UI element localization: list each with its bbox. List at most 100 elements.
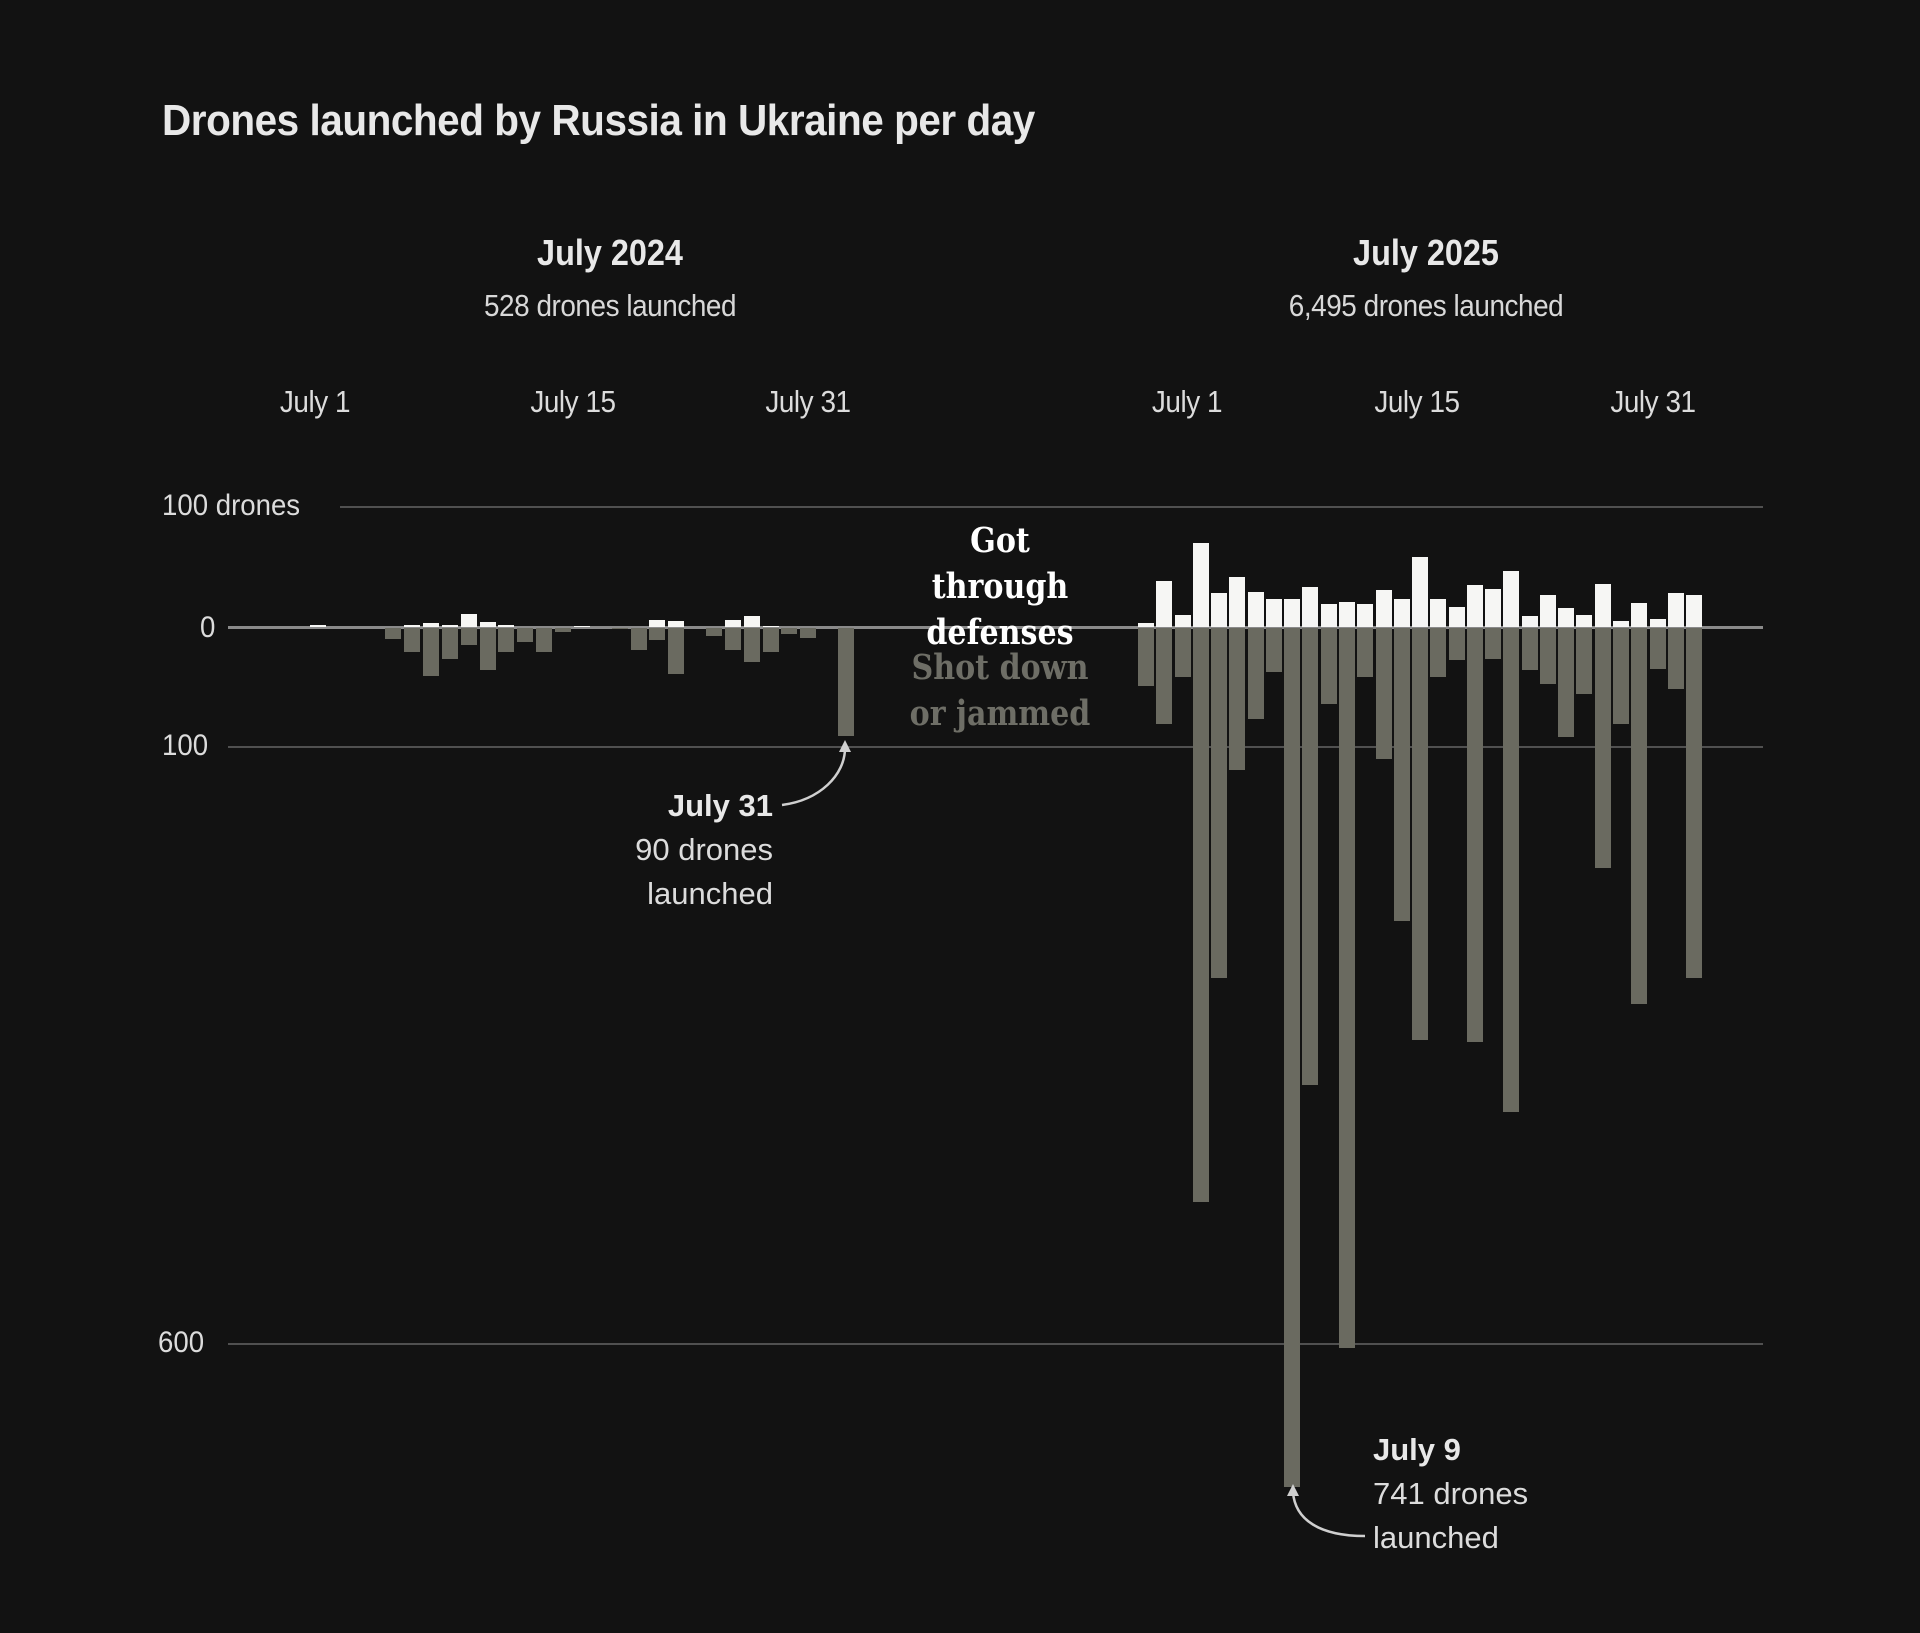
bar-got-through	[743, 616, 760, 627]
bar-shot-down	[1229, 628, 1246, 770]
bar-got-through	[1211, 593, 1228, 627]
bar-got-through	[649, 619, 666, 627]
bar-shot-down	[630, 628, 647, 650]
y-label-600: 600	[158, 1326, 205, 1359]
y-label-zero: 0	[200, 611, 216, 644]
bar-shot-down	[479, 628, 496, 670]
bar-shot-down	[1448, 628, 1465, 661]
gridline-100-down	[228, 746, 1763, 748]
bar-shot-down	[1357, 628, 1374, 678]
bar-got-through	[1503, 570, 1520, 627]
legend-shot-down: Shot down or jammed	[909, 647, 1091, 734]
bar-shot-down	[1430, 628, 1447, 678]
bar-shot-down	[460, 628, 477, 645]
bar-got-through	[441, 624, 458, 627]
bar-shot-down	[611, 628, 628, 630]
bar-shot-down	[404, 628, 421, 652]
bar-got-through	[1594, 583, 1611, 627]
bar-got-through	[1430, 599, 1447, 627]
bar-got-through	[573, 625, 590, 627]
bar-got-through	[1156, 581, 1173, 627]
y-label-100: 100	[162, 729, 209, 762]
bar-shot-down	[1485, 628, 1502, 660]
arrow-head-2024-icon	[839, 740, 851, 752]
bar-got-through	[1558, 607, 1575, 627]
bar-shot-down	[1393, 628, 1410, 921]
bar-shot-down	[1503, 628, 1520, 1112]
x-tick-2024-july-15: July 15	[530, 384, 616, 419]
bar-got-through	[1521, 616, 1538, 627]
bar-shot-down	[1576, 628, 1593, 694]
bar-got-through	[1686, 594, 1703, 627]
bar-got-through	[724, 619, 741, 627]
bar-got-through	[1448, 606, 1465, 627]
period-header-2024: July 2024 528 drones launched	[310, 232, 910, 324]
bar-shot-down	[724, 628, 741, 650]
bar-shot-down	[1667, 628, 1684, 690]
bar-shot-down	[743, 628, 760, 662]
x-tick-2025-july-1: July 1	[1151, 384, 1223, 419]
bar-got-through	[1393, 599, 1410, 627]
period-heading: July 2025	[1353, 232, 1499, 273]
bar-shot-down	[706, 628, 722, 637]
y-label-100-drones: 100 drones	[162, 489, 301, 522]
bar-got-through	[309, 624, 326, 627]
bar-shot-down	[1594, 628, 1611, 868]
bar-shot-down	[1686, 628, 1703, 979]
x-tick-2025-july-15: July 15	[1374, 384, 1460, 419]
period-subheading: 528 drones launched	[483, 288, 737, 323]
bar-shot-down	[1174, 628, 1191, 678]
bar-got-through	[1576, 615, 1593, 627]
bar-got-through	[498, 624, 515, 627]
arrow-head-2025-icon	[1287, 1484, 1299, 1496]
bar-shot-down	[1375, 628, 1392, 759]
bar-got-through	[1667, 593, 1684, 627]
bar-shot-down	[781, 628, 798, 634]
bar-got-through	[479, 622, 496, 627]
bar-got-through	[1375, 589, 1392, 627]
bar-shot-down	[762, 628, 779, 652]
gridline-600-down	[228, 1343, 1763, 1345]
bar-got-through	[404, 624, 421, 627]
bar-shot-down	[1320, 628, 1337, 704]
bar-got-through	[1466, 585, 1483, 627]
bar-shot-down	[649, 628, 666, 640]
bar-got-through	[1631, 603, 1648, 627]
bar-got-through	[1284, 599, 1301, 627]
gridline-zero	[228, 626, 1763, 629]
gridline-100-up	[340, 506, 1763, 508]
bar-shot-down	[1539, 628, 1556, 685]
bar-shot-down	[1284, 628, 1301, 1488]
annotation-july-31-2024: July 31 90 drones launched	[635, 788, 773, 911]
bar-shot-down	[1265, 628, 1282, 673]
bar-got-through	[1320, 604, 1337, 627]
bar-got-through	[1649, 618, 1666, 627]
bar-got-through	[762, 625, 779, 627]
bar-shot-down	[1156, 628, 1173, 724]
bar-got-through	[1265, 599, 1282, 627]
bar-shot-down	[1211, 628, 1228, 979]
bar-got-through	[1192, 543, 1209, 627]
bar-shot-down	[1649, 628, 1666, 669]
period-heading: July 2024	[537, 232, 683, 273]
bar-shot-down	[1521, 628, 1538, 670]
bar-got-through	[1613, 621, 1630, 627]
bar-shot-down	[1412, 628, 1429, 1040]
bar-shot-down	[1466, 628, 1483, 1042]
bar-shot-down	[1138, 628, 1154, 686]
bar-shot-down	[441, 628, 458, 660]
bar-shot-down	[385, 628, 402, 639]
bar-shot-down	[800, 628, 817, 638]
x-tick-2024-july-31: July 31	[765, 384, 851, 419]
bar-shot-down	[517, 628, 534, 643]
bar-got-through	[422, 623, 439, 627]
bar-got-through	[1302, 587, 1319, 627]
x-tick-2025-july-31: July 31	[1610, 384, 1696, 419]
bar-got-through	[1412, 557, 1429, 627]
chart-title: Drones launched by Russia in Ukraine per…	[162, 96, 1035, 145]
bar-shot-down	[1613, 628, 1630, 724]
bar-shot-down	[1302, 628, 1319, 1086]
bar-shot-down	[422, 628, 439, 676]
bar-shot-down	[838, 628, 855, 736]
